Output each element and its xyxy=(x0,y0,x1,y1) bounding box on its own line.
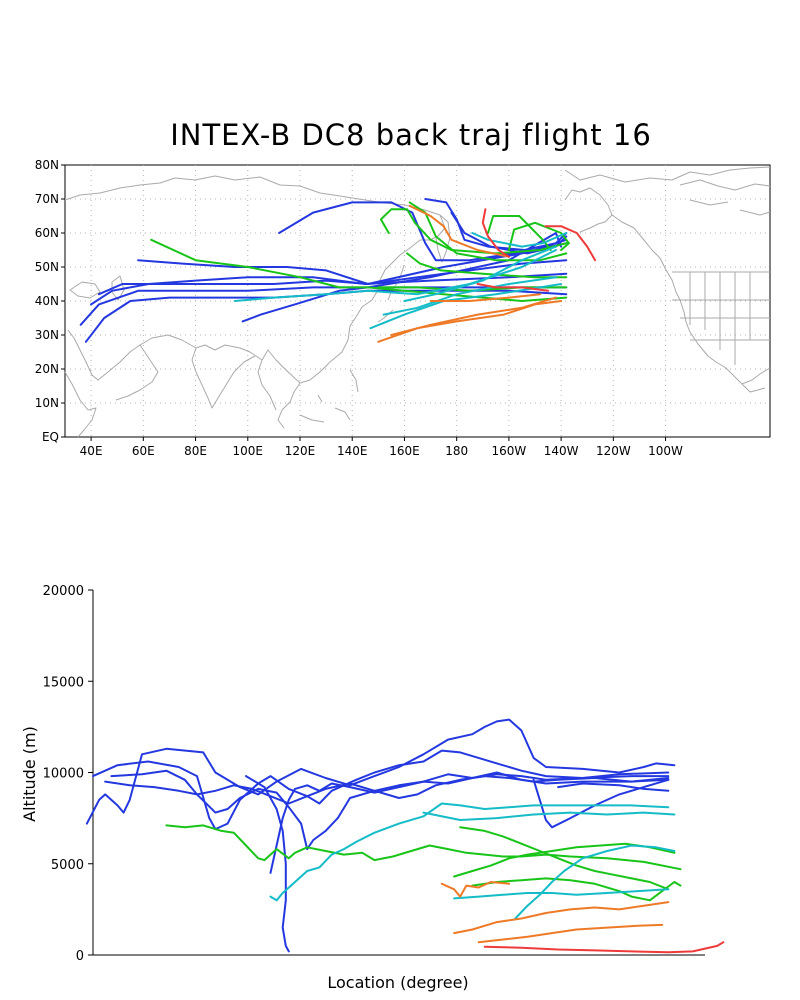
coast-arctic-islands xyxy=(679,179,771,216)
map-trajectory-cyan xyxy=(233,249,557,302)
map-trajectory-red xyxy=(476,283,550,292)
altitude-trajectory-blue xyxy=(92,749,670,831)
altitude-trajectories xyxy=(85,718,725,954)
map-trajectory-green xyxy=(507,221,570,251)
map-y-tick-label: 40N xyxy=(35,294,59,308)
map-x-tick-label: 100E xyxy=(233,444,264,458)
map-y-tick-label: 50N xyxy=(35,260,59,274)
map-trajectory-cyan xyxy=(382,276,557,316)
map-y-ticks: EQ 10N 20N 30N 40N 50N 60N 70N 80N xyxy=(35,158,65,444)
map-y-tick-label: EQ xyxy=(42,430,59,444)
altitude-trajectory-blue xyxy=(245,775,290,953)
map-x-tick-label: 140W xyxy=(544,444,579,458)
map-trajectory-orange xyxy=(429,293,542,302)
altitude-trajectory-orange xyxy=(477,923,664,944)
map-x-tick-label: 40E xyxy=(80,444,103,458)
map-trajectory-orange xyxy=(390,296,557,336)
map-trajectory-blue xyxy=(90,272,568,306)
map-y-tick-label: 80N xyxy=(35,158,59,172)
map-trajectory-green xyxy=(487,215,552,251)
map-y-tick-label: 30N xyxy=(35,328,59,342)
altitude-trajectory-green xyxy=(165,824,682,871)
map-y-tick-label: 60N xyxy=(35,226,59,240)
map-x-tick-label: 60E xyxy=(132,444,155,458)
altitude-panel: 0 5000 10000 15000 20000 Location (degree) A… xyxy=(20,584,725,992)
coast-africa xyxy=(64,371,97,438)
coast-kamchatka xyxy=(435,214,451,263)
map-trajectory-blue xyxy=(97,259,568,296)
altitude-trajectory-cyan xyxy=(269,802,670,902)
coast-islands xyxy=(299,369,359,423)
coast-alaska xyxy=(564,166,771,233)
map-trajectory-orange xyxy=(408,204,510,258)
altitude-trajectory-orange xyxy=(440,881,511,898)
map-trajectory-blue xyxy=(137,242,568,285)
map-trajectories xyxy=(79,198,597,343)
map-x-ticks: 40E 60E 80E 100E 120E 140E 160E 180 160W 140W 120W… xyxy=(80,437,683,458)
map-x-tick-label: 160W xyxy=(491,444,526,458)
map-trajectory-cyan xyxy=(369,283,563,330)
alt-x-label: Location (degree) xyxy=(327,973,468,992)
coast-north-america xyxy=(611,214,771,393)
coast-arabia xyxy=(67,329,197,401)
alt-y-tick-label: 15000 xyxy=(43,675,84,690)
alt-y-tick-label: 20000 xyxy=(43,584,84,599)
altitude-trajectory-blue xyxy=(532,778,670,829)
map-x-tick-label: 80E xyxy=(184,444,207,458)
map-x-tick-label: 100W xyxy=(648,444,683,458)
chart-title: INTEX-B DC8 back traj flight 16 xyxy=(170,118,652,152)
altitude-trajectory-blue xyxy=(269,771,670,874)
altitude-trajectory-cyan xyxy=(514,844,676,920)
alt-y-ticks: 0 5000 10000 15000 20000 xyxy=(43,584,93,964)
coast-india xyxy=(191,344,263,409)
map-trajectory-red xyxy=(544,225,597,262)
map-x-tick-label: 120W xyxy=(596,444,631,458)
altitude-trajectory-cyan xyxy=(453,888,670,900)
map-trajectory-cyan xyxy=(403,245,557,302)
map-trajectory-blue xyxy=(79,286,568,326)
map-trajectory-green xyxy=(406,252,568,279)
us-borders xyxy=(672,271,770,365)
map-y-tick-label: 20N xyxy=(35,362,59,376)
map-x-tick-label: 180 xyxy=(445,444,468,458)
alt-y-label: Altitude (m) xyxy=(20,726,39,822)
map-x-tick-label: 160E xyxy=(389,444,420,458)
altitude-trajectory-orange xyxy=(453,901,670,935)
map-x-tick-label: 120E xyxy=(285,444,316,458)
altitude-trajectory-blue xyxy=(85,718,676,825)
map-trajectory-blue xyxy=(424,198,568,251)
alt-y-tick-label: 5000 xyxy=(51,858,84,873)
altitude-trajectory-red xyxy=(483,941,725,954)
map-trajectory-cyan xyxy=(471,232,568,248)
map-y-tick-label: 70N xyxy=(35,192,59,206)
map-coastlines xyxy=(64,166,771,438)
alt-y-tick-label: 10000 xyxy=(43,767,84,782)
map-panel: EQ 10N 20N 30N 40N 50N 60N 70N 80N 40E 60E 80E 100E… xyxy=(35,158,771,458)
map-trajectory-green xyxy=(379,208,568,255)
map-trajectory-red xyxy=(481,208,510,258)
map-x-tick-label: 140E xyxy=(337,444,368,458)
alt-y-tick-label: 0 xyxy=(76,949,84,964)
map-y-tick-label: 10N xyxy=(35,396,59,410)
altitude-trajectory-cyan xyxy=(422,811,676,821)
altitude-trajectory-blue xyxy=(557,782,670,792)
altitude-trajectory-green xyxy=(459,826,670,891)
